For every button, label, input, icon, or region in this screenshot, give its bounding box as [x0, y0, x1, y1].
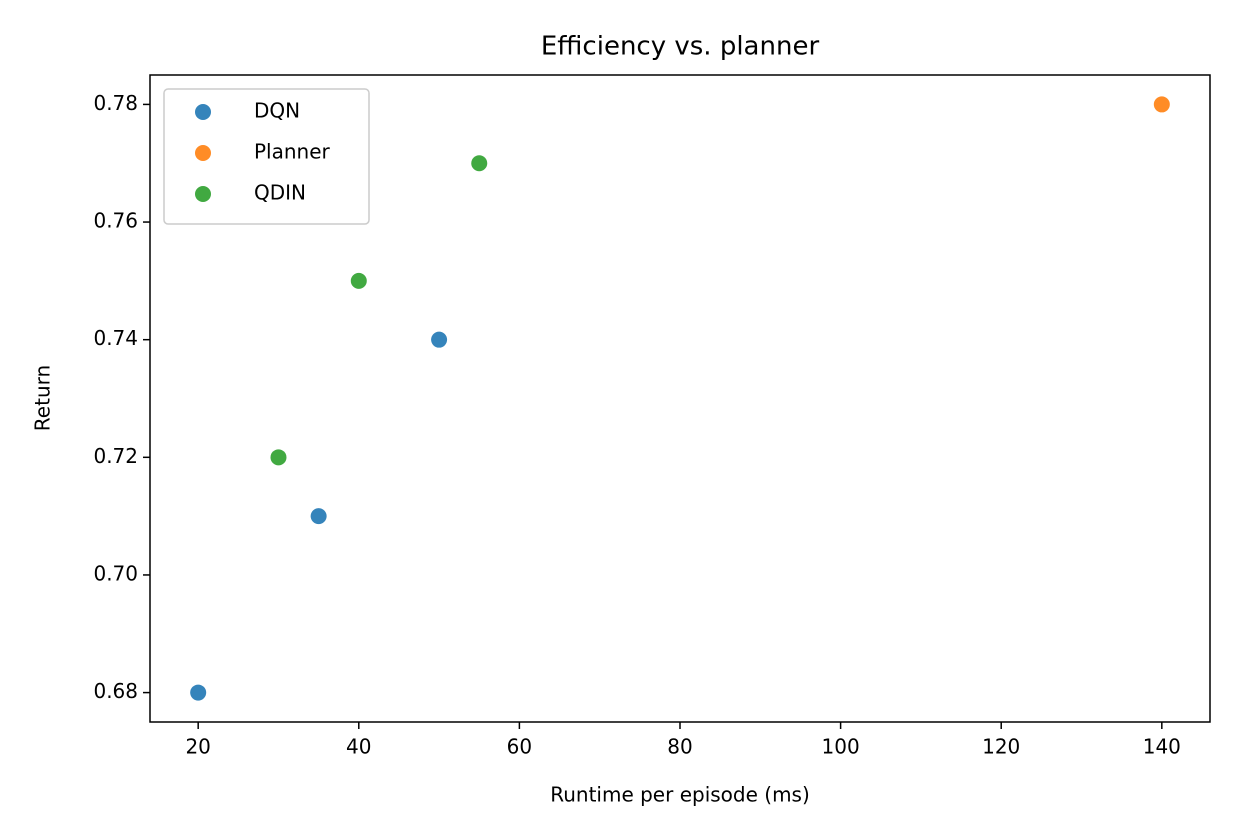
- x-tick-label: 80: [667, 735, 692, 759]
- legend-label: Planner: [254, 140, 331, 164]
- y-tick-label: 0.70: [93, 561, 138, 585]
- x-tick-label: 140: [1143, 735, 1181, 759]
- y-tick-label: 0.74: [93, 326, 138, 350]
- legend-box: [163, 88, 370, 225]
- y-tick-label: 0.72: [93, 444, 138, 468]
- y-tick-label: 0.68: [93, 679, 138, 703]
- x-tick-label: 20: [185, 735, 210, 759]
- point: [310, 508, 327, 525]
- point: [270, 449, 287, 466]
- point: [471, 155, 488, 172]
- legend-marker: [195, 104, 211, 120]
- x-tick-label: 100: [822, 735, 860, 759]
- y-tick-label: 0.76: [93, 209, 138, 233]
- point: [190, 684, 207, 701]
- legend-label: DQN: [254, 99, 300, 123]
- chart-title: Efficiency vs. planner: [541, 32, 820, 62]
- point: [431, 331, 448, 348]
- x-tick-label: 120: [982, 735, 1020, 759]
- point: [1153, 96, 1170, 113]
- point: [350, 272, 367, 289]
- legend-label: QDIN: [254, 181, 306, 205]
- y-tick-label: 0.78: [93, 91, 138, 115]
- x-tick-label: 60: [507, 735, 532, 759]
- y-axis-label: Return: [31, 365, 55, 431]
- x-axis-label: Runtime per episode (ms): [550, 783, 810, 807]
- plot-frame: [149, 74, 1211, 723]
- legend-marker: [195, 186, 211, 202]
- legend-marker: [195, 145, 211, 161]
- x-tick-label: 40: [346, 735, 371, 759]
